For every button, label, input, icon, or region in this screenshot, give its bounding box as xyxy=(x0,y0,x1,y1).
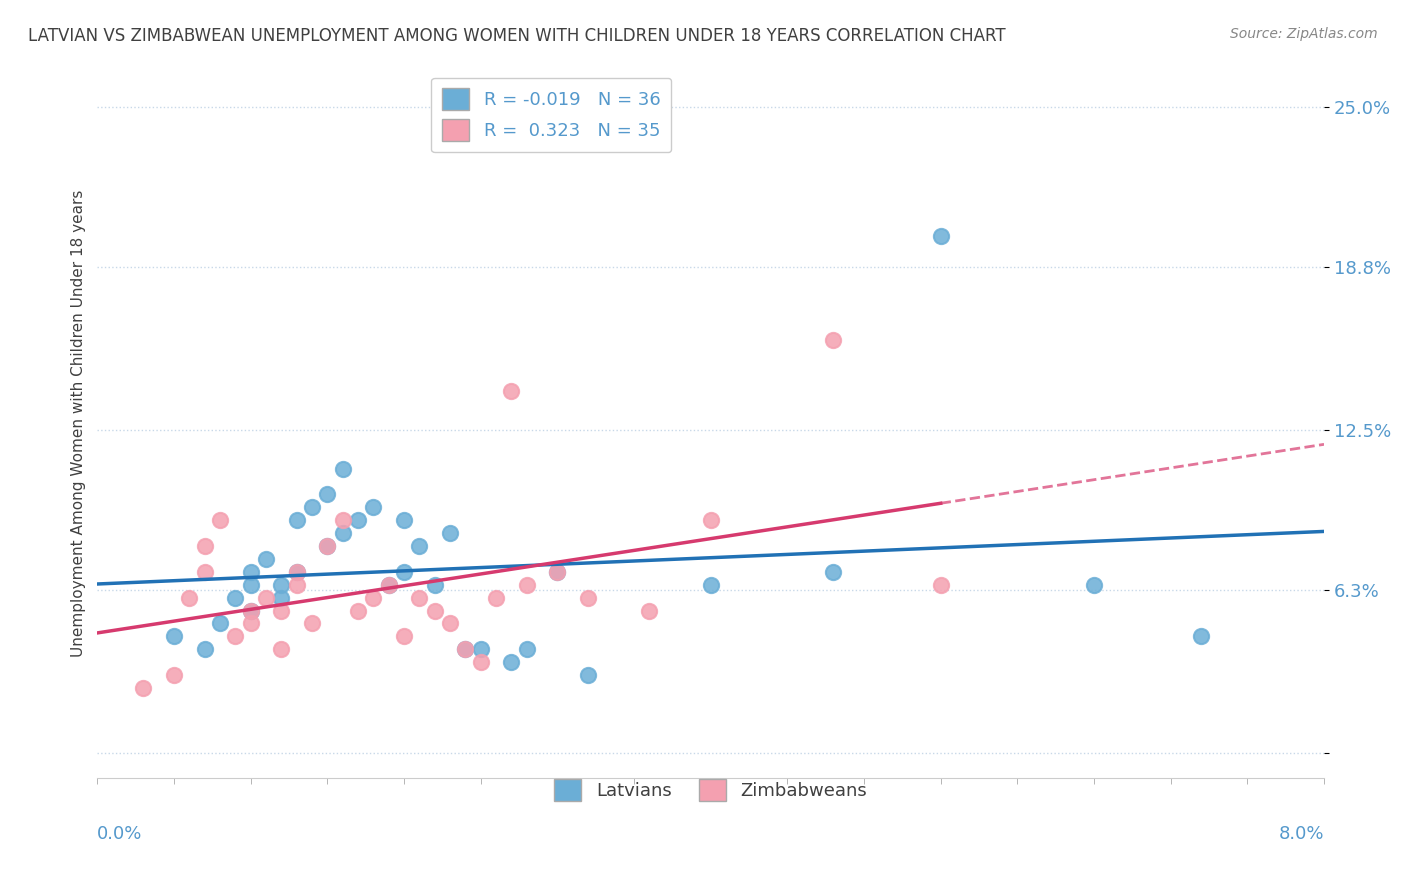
Point xyxy=(270,642,292,657)
Point xyxy=(347,513,370,527)
Point xyxy=(470,655,492,669)
Point xyxy=(270,578,292,592)
Point xyxy=(208,616,231,631)
Point xyxy=(194,642,217,657)
Point xyxy=(363,591,385,605)
Point xyxy=(392,629,415,643)
Point xyxy=(546,565,568,579)
Point xyxy=(239,604,262,618)
Point xyxy=(239,578,262,592)
Point xyxy=(638,604,661,618)
Point xyxy=(439,526,461,541)
Point xyxy=(470,642,492,657)
Point xyxy=(254,591,277,605)
Point xyxy=(285,513,308,527)
Point xyxy=(823,565,845,579)
Point xyxy=(423,578,446,592)
Point xyxy=(332,513,354,527)
Point xyxy=(285,578,308,592)
Point xyxy=(576,591,599,605)
Point xyxy=(316,539,339,553)
Point xyxy=(316,487,339,501)
Point xyxy=(929,229,952,244)
Point xyxy=(301,500,323,515)
Text: LATVIAN VS ZIMBABWEAN UNEMPLOYMENT AMONG WOMEN WITH CHILDREN UNDER 18 YEARS CORR: LATVIAN VS ZIMBABWEAN UNEMPLOYMENT AMONG… xyxy=(28,27,1005,45)
Point xyxy=(377,578,399,592)
Point xyxy=(1083,578,1105,592)
Point xyxy=(485,591,508,605)
Point xyxy=(576,668,599,682)
Point xyxy=(363,500,385,515)
Point xyxy=(224,629,246,643)
Point xyxy=(239,616,262,631)
Point xyxy=(392,565,415,579)
Point xyxy=(239,604,262,618)
Point xyxy=(516,642,538,657)
Point xyxy=(454,642,477,657)
Text: Source: ZipAtlas.com: Source: ZipAtlas.com xyxy=(1230,27,1378,41)
Point xyxy=(208,513,231,527)
Point xyxy=(408,591,430,605)
Point xyxy=(929,578,952,592)
Point xyxy=(301,616,323,631)
Point xyxy=(423,604,446,618)
Point xyxy=(501,384,523,399)
Point xyxy=(392,513,415,527)
Point xyxy=(699,513,721,527)
Point xyxy=(194,565,217,579)
Point xyxy=(332,526,354,541)
Point xyxy=(270,591,292,605)
Point xyxy=(454,642,477,657)
Point xyxy=(347,604,370,618)
Point xyxy=(501,655,523,669)
Point xyxy=(823,333,845,347)
Point xyxy=(163,668,186,682)
Point xyxy=(254,552,277,566)
Point xyxy=(239,565,262,579)
Point xyxy=(132,681,155,695)
Text: 8.0%: 8.0% xyxy=(1278,825,1324,843)
Point xyxy=(163,629,186,643)
Point xyxy=(270,604,292,618)
Point xyxy=(516,578,538,592)
Point xyxy=(1189,629,1212,643)
Point xyxy=(179,591,201,605)
Point xyxy=(699,578,721,592)
Point xyxy=(332,461,354,475)
Legend: Latvians, Zimbabweans: Latvians, Zimbabweans xyxy=(544,768,877,812)
Point xyxy=(224,591,246,605)
Y-axis label: Unemployment Among Women with Children Under 18 years: Unemployment Among Women with Children U… xyxy=(72,190,86,657)
Point xyxy=(316,539,339,553)
Point xyxy=(408,539,430,553)
Point xyxy=(377,578,399,592)
Point xyxy=(285,565,308,579)
Point xyxy=(439,616,461,631)
Point xyxy=(546,565,568,579)
Text: 0.0%: 0.0% xyxy=(97,825,143,843)
Point xyxy=(194,539,217,553)
Point xyxy=(285,565,308,579)
